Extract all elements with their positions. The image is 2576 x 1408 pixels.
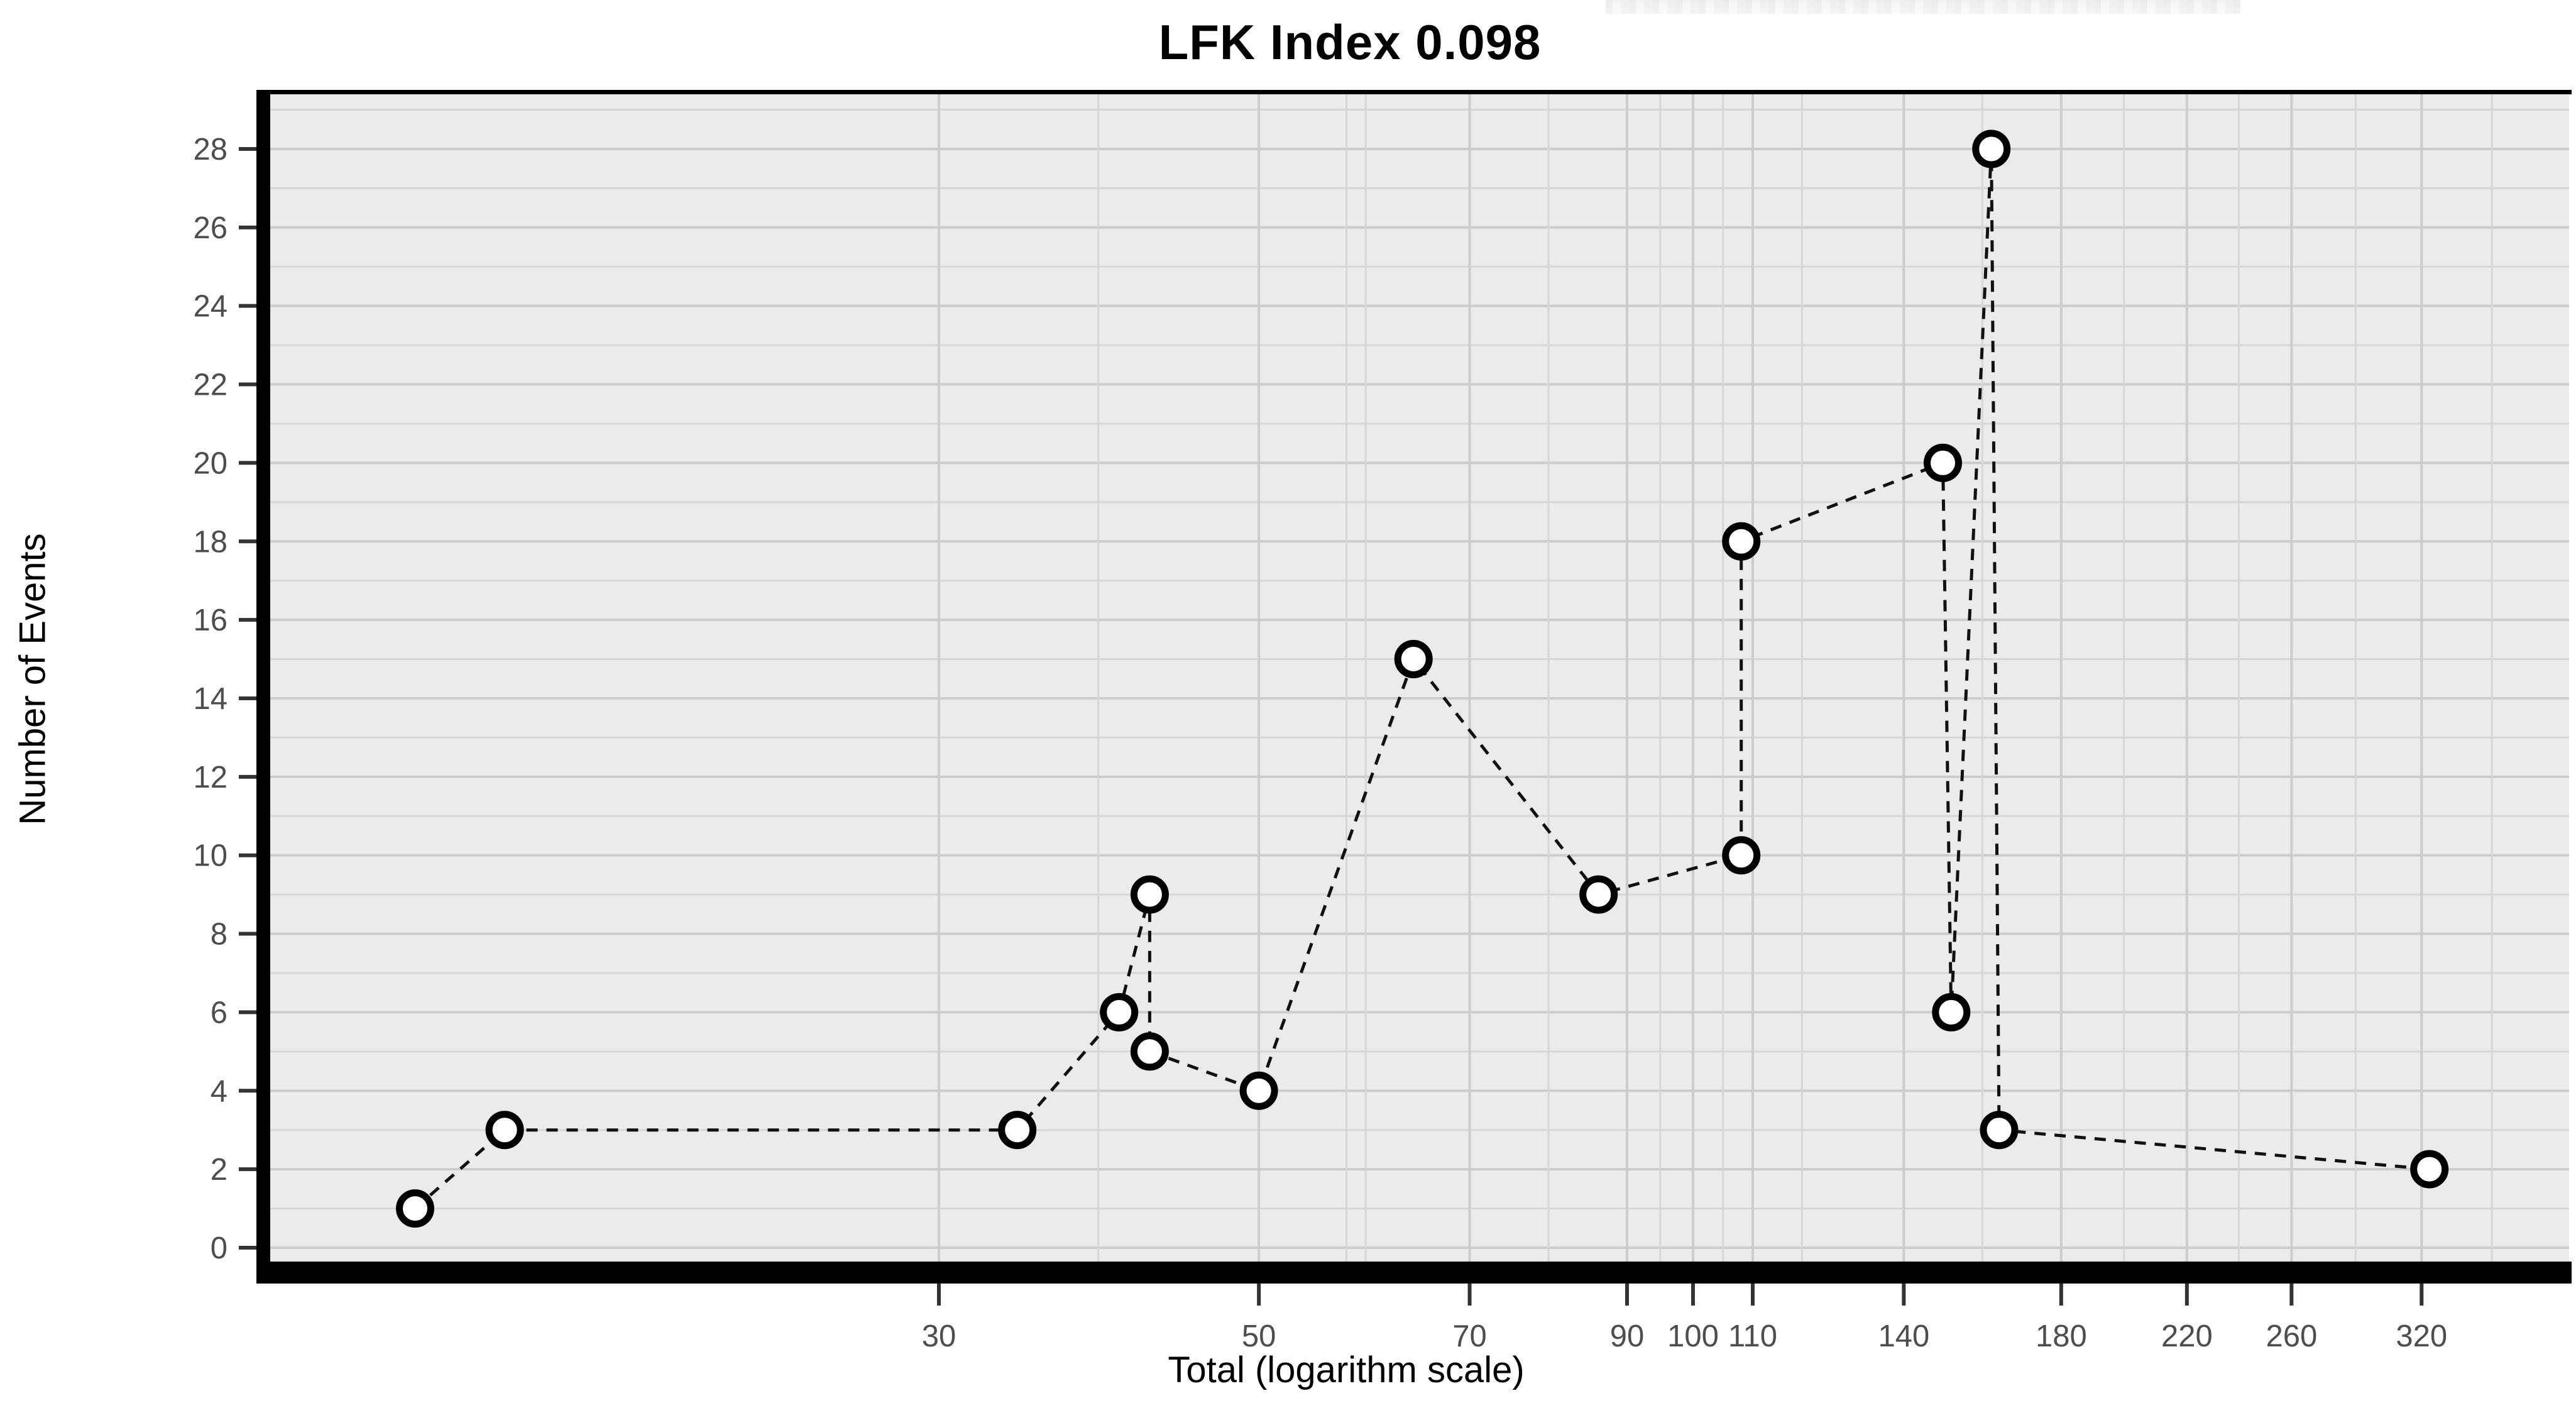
data-point-marker [1130,875,1169,914]
x-axis-title: Total (logarithm scale) [1168,1350,1525,1390]
data-point-marker [1924,443,1962,482]
x-tick-label: 220 [2161,1319,2213,1353]
data-point-marker [1130,1032,1169,1071]
y-tick-label: 18 [193,525,227,559]
y-tick-label: 16 [193,603,227,637]
data-point-marker [998,1111,1037,1150]
y-tick-label: 12 [193,761,227,795]
x-tick-label: 90 [1610,1319,1645,1353]
chart-title: LFK Index 0.098 [1158,14,1542,70]
x-tick-label: 180 [2036,1319,2087,1353]
data-point-marker [1100,993,1139,1031]
x-tick-label: 140 [1878,1319,1929,1353]
x-tick-label: 260 [2266,1319,2317,1353]
y-tick-label: 0 [211,1231,227,1265]
y-tick-label: 24 [193,290,227,324]
y-axis-line [256,90,270,1284]
panel-top-border [256,90,2572,94]
x-tick-label: 70 [1452,1319,1487,1353]
series-dashed-line [414,148,2430,1210]
y-tick-label: 26 [193,211,227,245]
data-point-marker [1722,836,1761,875]
data-point-marker [1579,875,1618,914]
data-point-marker [1932,993,1971,1031]
y-tick-label: 4 [211,1074,227,1108]
panel-background [270,94,2569,1262]
data-point-marker [485,1111,524,1150]
y-tick-label: 28 [193,133,227,167]
y-tick-label: 2 [211,1153,227,1187]
x-tick-label: 110 [1728,1319,1777,1353]
data-point-marker [1980,1111,2019,1150]
x-tick-label: 50 [1242,1319,1276,1353]
data-point-marker [1239,1071,1278,1110]
y-tick-label: 8 [211,918,227,952]
x-tick-label: 30 [922,1319,956,1353]
y-tick-label: 20 [193,446,227,480]
data-point-marker [1972,129,2011,168]
x-tick-label: 320 [2396,1319,2447,1353]
data-point-marker [396,1189,434,1228]
data-point-marker [1722,522,1761,561]
x-tick-label: 100 [1667,1319,1719,1353]
y-tick-label: 22 [193,368,227,402]
y-tick-label: 10 [193,839,227,873]
data-point-marker [1394,640,1433,678]
y-tick-label: 6 [211,996,227,1030]
x-axis-line [256,1262,2572,1284]
top-edge-artifact [1606,0,2240,14]
y-tick-label: 14 [193,682,227,716]
data-point-marker [2410,1150,2449,1189]
